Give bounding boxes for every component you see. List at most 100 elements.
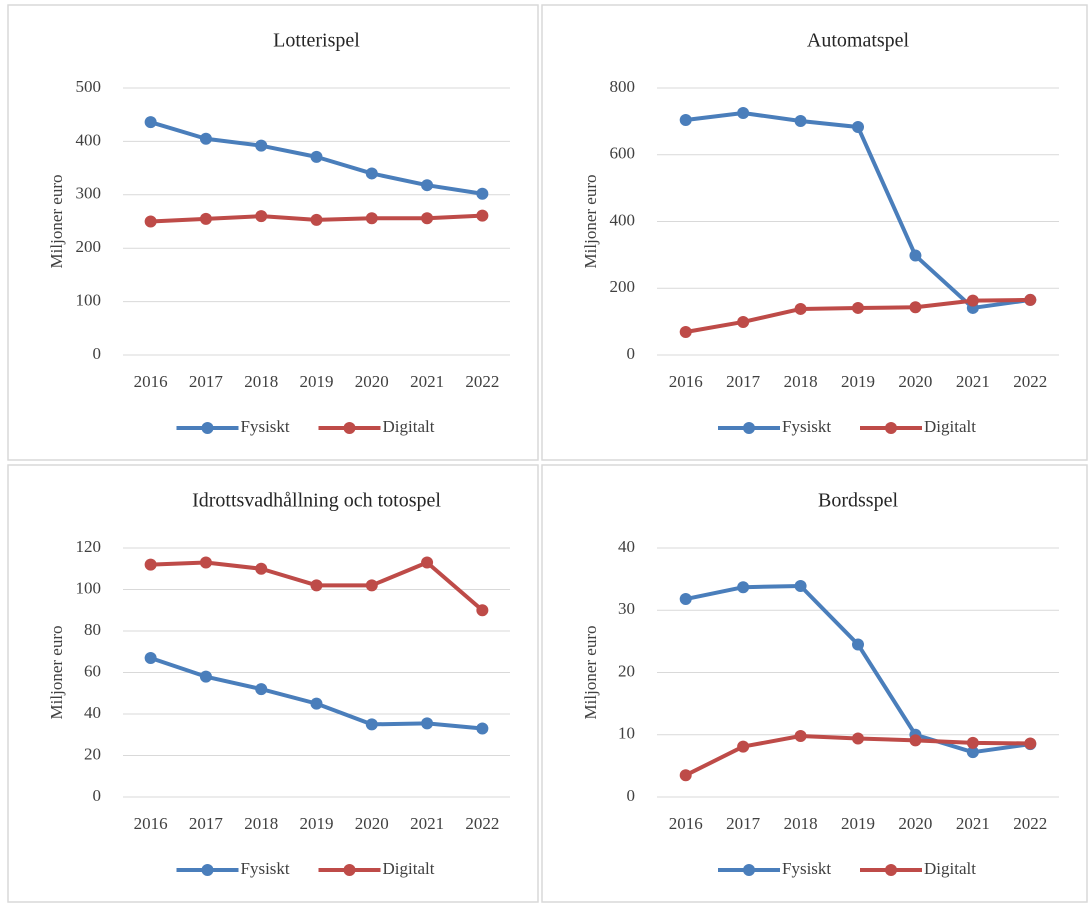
x-tick-label: 2020 [898,372,932,391]
data-point [476,209,489,222]
data-point [144,558,157,571]
data-point [737,315,750,328]
data-point [794,579,807,592]
y-tick-label: 100 [76,291,102,310]
y-tick-label: 600 [610,144,636,163]
legend-label: Digitalt [383,859,435,878]
data-point [966,746,979,759]
data-point [909,734,922,747]
y-tick-label: 100 [76,578,102,597]
data-point [365,579,378,592]
y-tick-label: 40 [618,537,635,556]
panel-border [7,464,539,903]
data-point [421,717,434,730]
data-point [679,769,692,782]
data-point [144,116,157,129]
data-point [476,604,489,617]
legend-marker [343,864,356,876]
x-tick-label: 2019 [841,814,875,833]
data-point [255,562,268,575]
data-point [966,736,979,749]
data-point [144,651,157,664]
y-tick-label: 20 [618,661,635,680]
panel-border [541,464,1088,903]
y-axis-label: Miljoner euro [47,175,66,269]
x-tick-label: 2022 [465,814,499,833]
x-tick-label: 2021 [410,814,444,833]
data-point [852,121,864,134]
data-point [255,683,268,696]
series-line [150,656,483,731]
legend-marker [743,422,755,434]
y-tick-label: 40 [84,703,101,722]
data-point [365,167,378,180]
legend-label: Fysiskt [782,417,831,436]
x-tick-label: 2020 [898,814,932,833]
x-tick-label: 2016 [669,372,703,391]
data-point [255,139,268,152]
y-tick-label: 30 [618,599,635,618]
y-tick-label: 400 [76,130,102,149]
legend-label: Digitalt [924,417,976,436]
data-point [1024,737,1037,750]
series-line [685,111,1031,310]
y-tick-label: 800 [610,77,636,96]
chart-title: Automatspel [807,30,910,52]
data-point [421,179,434,192]
data-point [852,732,864,745]
x-tick-label: 2020 [355,814,389,833]
legend-marker [201,864,214,876]
y-tick-label: 0 [627,344,636,363]
data-point [679,114,692,127]
y-tick-label: 300 [76,184,102,203]
data-point [421,556,434,569]
data-point [679,593,692,606]
y-axis-label: Miljoner euro [47,626,66,720]
x-tick-label: 2019 [841,372,875,391]
y-tick-label: 120 [76,537,102,556]
data-point [199,556,212,569]
x-tick-label: 2018 [244,814,278,833]
x-tick-label: 2019 [300,814,334,833]
legend-label: Fysiskt [782,859,831,878]
data-point [737,581,750,594]
data-point [199,212,212,225]
x-tick-label: 2017 [726,372,761,391]
legend-label: Digitalt [383,417,435,436]
data-point [421,212,434,225]
data-point [310,213,323,226]
x-tick-label: 2016 [669,814,703,833]
data-point [310,697,323,710]
legend-marker [343,422,356,434]
series-line [685,583,1031,755]
data-point [365,212,378,225]
y-tick-label: 500 [76,77,102,96]
y-tick-label: 10 [618,724,635,743]
data-point [1024,293,1037,306]
x-tick-label: 2016 [134,372,168,391]
y-axis-label: Miljoner euro [581,626,600,720]
legend-marker [885,864,897,876]
x-tick-label: 2016 [134,814,168,833]
data-point [737,740,750,753]
legend-marker [743,864,755,876]
data-point [310,579,323,592]
data-point [199,670,212,683]
y-tick-label: 0 [627,786,636,805]
data-point [476,722,489,735]
data-point [909,301,922,314]
x-tick-label: 2022 [1013,372,1047,391]
chart-title: Idrottsvadhållning och totospel [192,490,441,512]
legend-marker [885,422,897,434]
x-tick-label: 2022 [465,372,499,391]
data-point [966,294,979,307]
chart-title: Bordsspel [818,490,898,512]
legend-label: Digitalt [924,859,976,878]
x-tick-label: 2017 [189,372,224,391]
x-tick-label: 2021 [410,372,444,391]
data-point [199,132,212,145]
data-point [852,638,864,651]
data-point [144,215,157,228]
x-tick-label: 2017 [189,814,224,833]
